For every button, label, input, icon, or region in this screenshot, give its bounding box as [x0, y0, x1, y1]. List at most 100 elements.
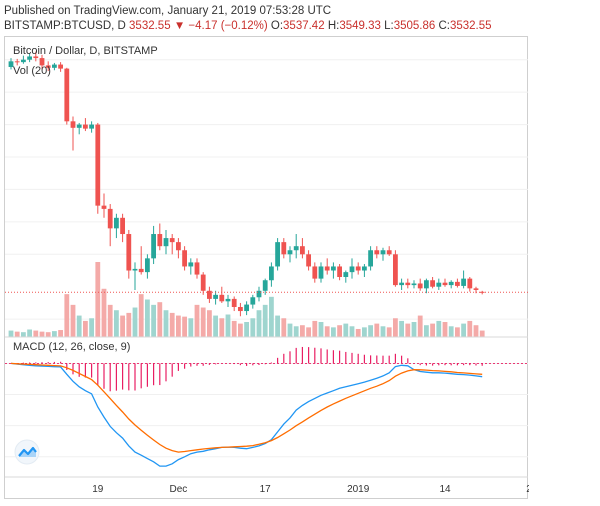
- candle[interactable]: [76, 122, 82, 135]
- tradingview-logo-icon[interactable]: [14, 439, 40, 465]
- chart-frame[interactable]: 6400.006000.005600.005200.004800.004400.…: [4, 36, 529, 500]
- candle[interactable]: [281, 238, 287, 259]
- candle[interactable]: [355, 262, 361, 275]
- candle[interactable]: [448, 280, 454, 289]
- candle[interactable]: [374, 246, 380, 259]
- candle[interactable]: [70, 116, 76, 151]
- candle[interactable]: [250, 294, 256, 309]
- candle[interactable]: [436, 278, 442, 290]
- candle[interactable]: [300, 238, 305, 259]
- candle[interactable]: [225, 294, 231, 307]
- candle[interactable]: [411, 280, 417, 289]
- candle-body: [455, 281, 460, 286]
- candle[interactable]: [337, 264, 342, 281]
- candle[interactable]: [256, 286, 262, 302]
- candle[interactable]: [107, 204, 113, 247]
- candle[interactable]: [393, 250, 398, 287]
- candle[interactable]: [455, 278, 460, 288]
- candle[interactable]: [380, 247, 386, 261]
- candle[interactable]: [442, 278, 448, 287]
- macd-pane[interactable]: 0.0000−200.0000−400.0000−600.0000: [5, 346, 529, 467]
- candle[interactable]: [83, 118, 88, 132]
- low-value: 3505.86: [393, 20, 436, 32]
- candle[interactable]: [424, 278, 429, 294]
- volume-bar: [442, 322, 448, 337]
- candle[interactable]: [176, 238, 181, 259]
- candle[interactable]: [8, 58, 14, 70]
- candle[interactable]: [430, 277, 435, 289]
- volume-bar: [76, 315, 82, 337]
- candle[interactable]: [138, 246, 144, 275]
- signal-line[interactable]: [10, 362, 483, 453]
- candle[interactable]: [95, 122, 101, 214]
- volume-bar: [269, 296, 274, 337]
- candle[interactable]: [207, 286, 212, 303]
- candle[interactable]: [262, 278, 268, 295]
- candle[interactable]: [386, 246, 392, 256]
- candle[interactable]: [101, 193, 107, 218]
- candle[interactable]: [269, 262, 274, 287]
- candle[interactable]: [219, 286, 225, 303]
- candle[interactable]: [275, 238, 280, 271]
- candle[interactable]: [58, 62, 63, 72]
- candle[interactable]: [194, 258, 200, 279]
- volume-bar: [45, 332, 51, 337]
- candle[interactable]: [238, 302, 243, 317]
- candle[interactable]: [461, 270, 466, 289]
- candle[interactable]: [21, 55, 26, 64]
- candle[interactable]: [45, 61, 51, 72]
- candle-body: [8, 61, 14, 67]
- candle[interactable]: [27, 53, 32, 63]
- candle-body: [442, 282, 448, 286]
- candle[interactable]: [405, 278, 411, 289]
- candle[interactable]: [368, 246, 373, 271]
- candle[interactable]: [120, 213, 125, 243]
- candle[interactable]: [467, 277, 473, 292]
- candle[interactable]: [14, 58, 20, 66]
- candle[interactable]: [151, 225, 156, 265]
- candle[interactable]: [331, 262, 336, 279]
- candle[interactable]: [293, 234, 299, 259]
- candle[interactable]: [362, 264, 367, 277]
- candles[interactable]: [8, 51, 485, 317]
- candle[interactable]: [343, 270, 349, 283]
- candle[interactable]: [244, 301, 249, 316]
- price-axis[interactable]: 6400.006000.005600.005200.004800.004400.…: [5, 55, 529, 338]
- candle[interactable]: [324, 258, 330, 275]
- high-label: H:: [327, 20, 340, 32]
- candle[interactable]: [306, 250, 311, 271]
- candle[interactable]: [132, 262, 138, 290]
- candle[interactable]: [417, 278, 423, 291]
- macd-line[interactable]: [10, 362, 483, 467]
- candle[interactable]: [163, 229, 169, 255]
- candle[interactable]: [213, 290, 218, 305]
- candle[interactable]: [312, 262, 318, 283]
- candle[interactable]: [126, 229, 132, 279]
- candle[interactable]: [89, 121, 94, 133]
- candle[interactable]: [399, 278, 404, 290]
- candle[interactable]: [39, 54, 45, 70]
- volume-bar: [231, 320, 237, 337]
- candle-body: [157, 234, 163, 247]
- chart-svg[interactable]: 6400.006000.005600.005200.004800.004400.…: [5, 37, 529, 500]
- candle[interactable]: [52, 62, 57, 71]
- candle[interactable]: [182, 246, 187, 271]
- candle-body: [386, 250, 392, 255]
- candle[interactable]: [114, 213, 119, 239]
- candle[interactable]: [231, 296, 237, 312]
- volume-bar: [33, 330, 39, 337]
- candle-body: [318, 266, 324, 279]
- candle-body: [287, 250, 293, 255]
- time-axis[interactable]: 19 Dec 17 2019 14 28: [5, 476, 529, 495]
- candle[interactable]: [64, 67, 70, 125]
- candle[interactable]: [145, 254, 150, 279]
- candle[interactable]: [200, 272, 206, 295]
- candle[interactable]: [169, 234, 175, 255]
- candle[interactable]: [33, 51, 39, 62]
- volume-bar: [293, 326, 299, 337]
- candle[interactable]: [349, 258, 355, 279]
- candle[interactable]: [157, 223, 163, 251]
- candle[interactable]: [287, 246, 293, 263]
- candle[interactable]: [188, 258, 194, 275]
- candle[interactable]: [318, 262, 324, 283]
